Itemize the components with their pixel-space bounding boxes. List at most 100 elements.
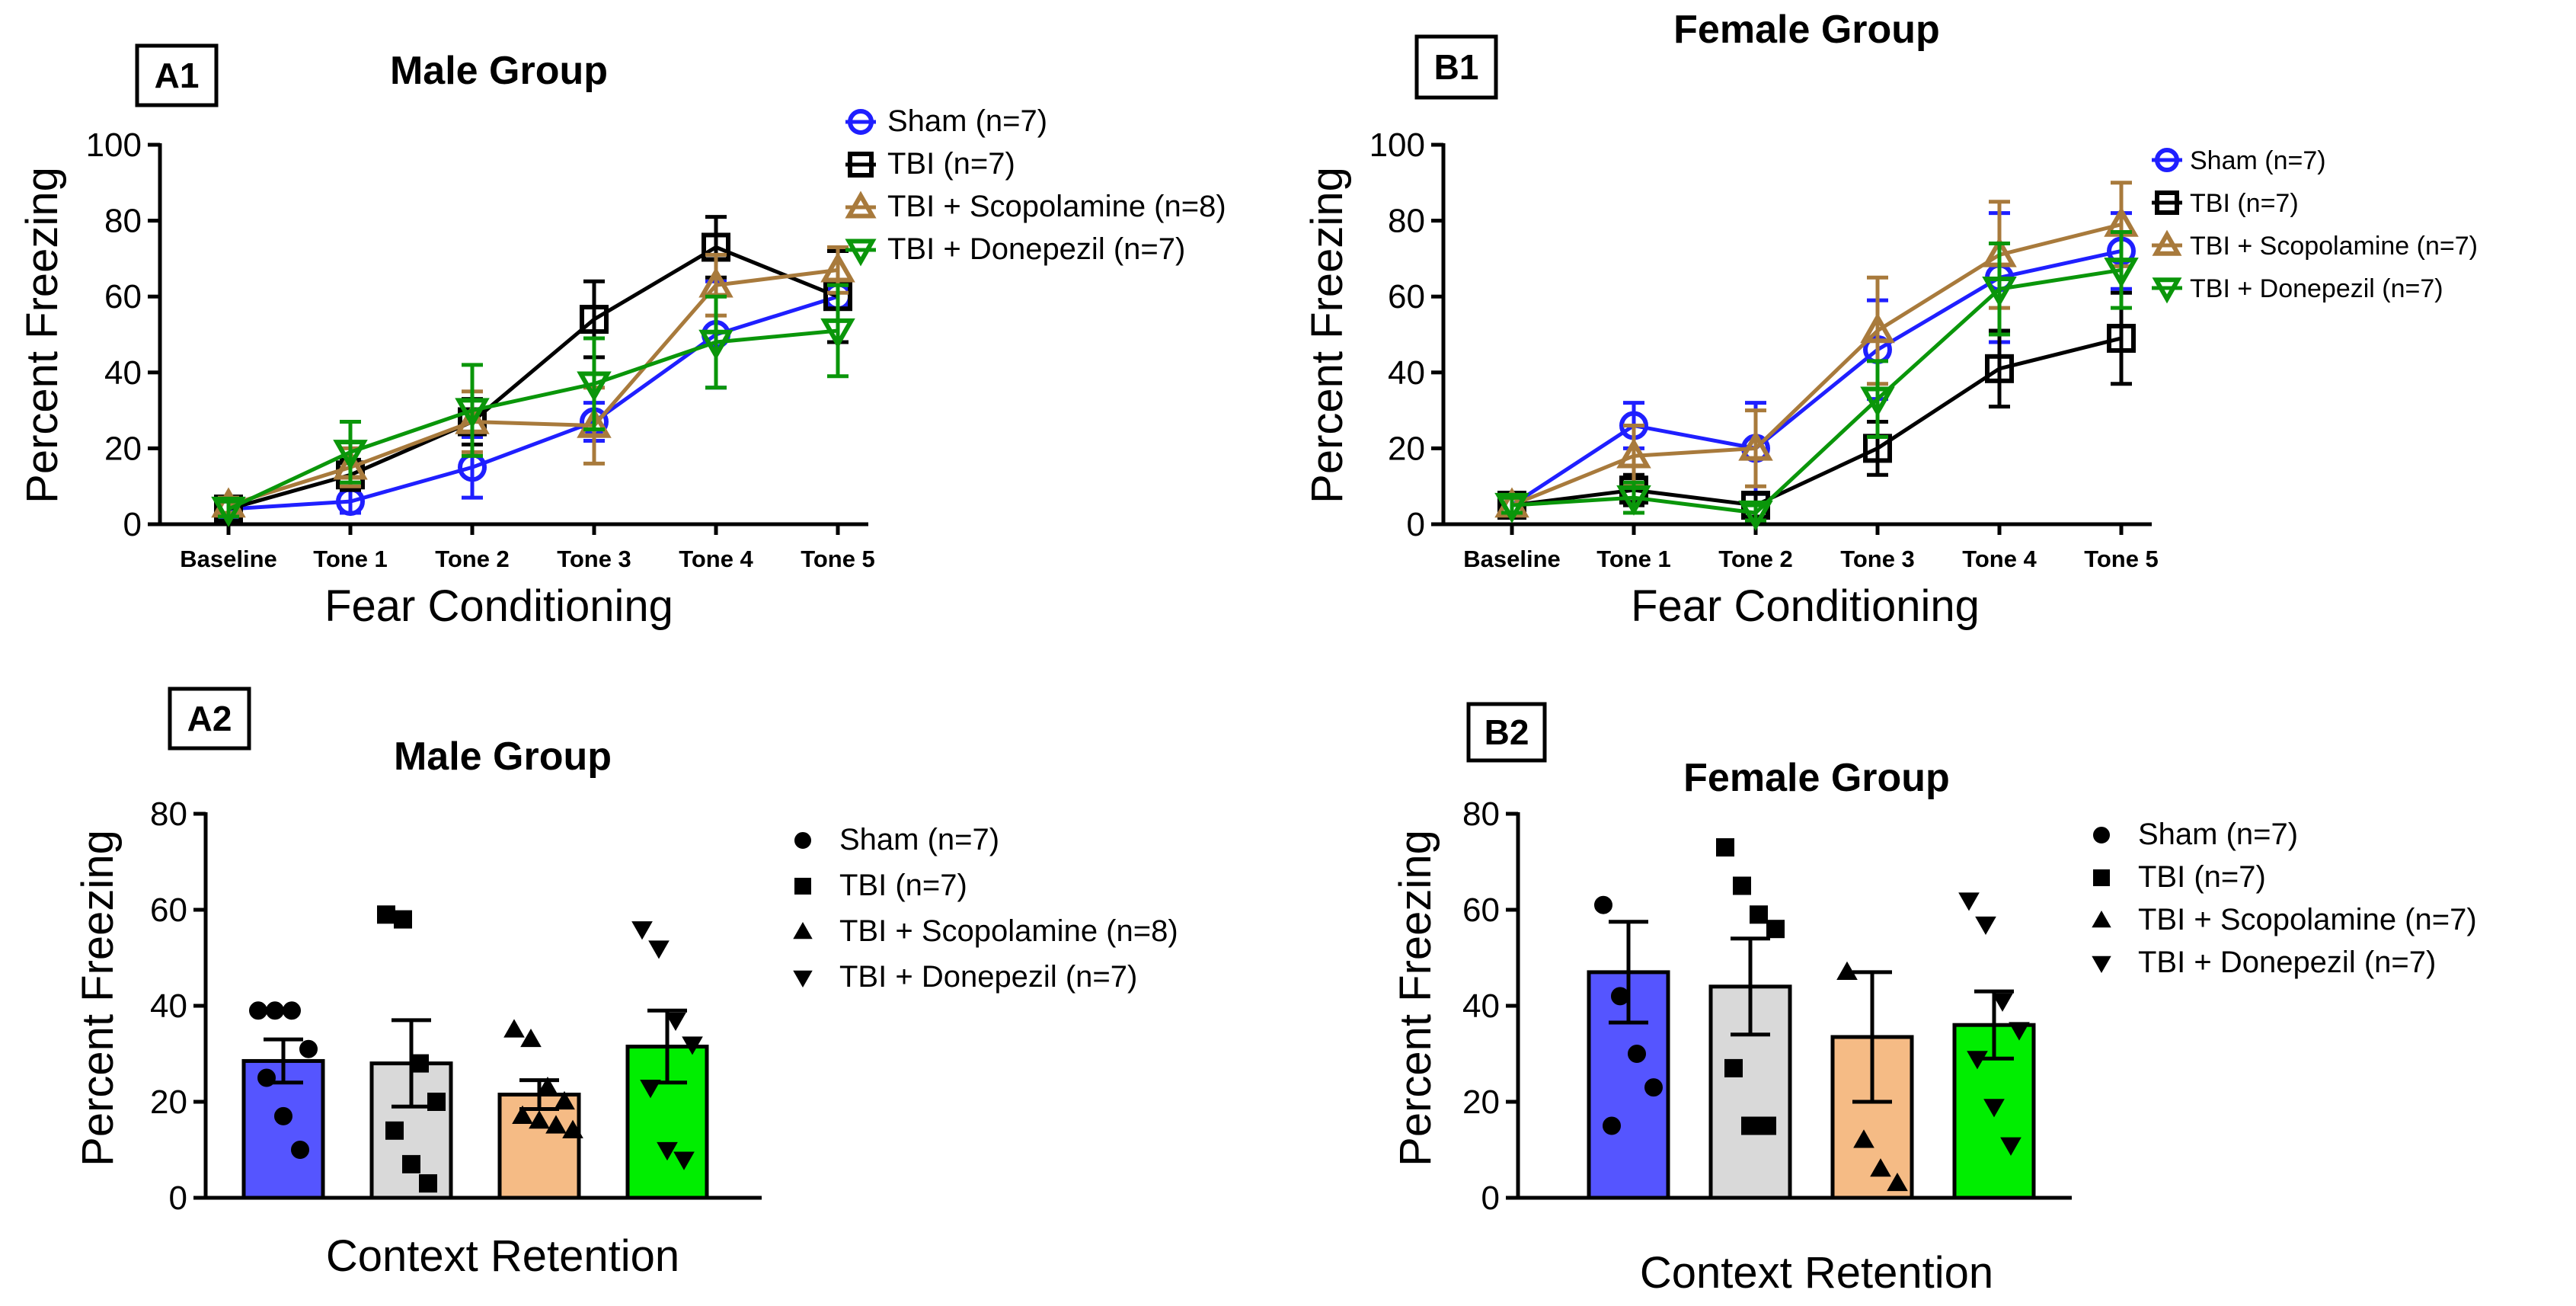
data-point	[249, 1001, 267, 1020]
y-tick-label: 80	[150, 795, 187, 833]
y-tick-label: 20	[150, 1084, 187, 1121]
data-point	[529, 1110, 550, 1129]
data-point	[1836, 961, 1858, 980]
data-point	[1738, 430, 1773, 461]
legend-marker	[2093, 827, 2110, 843]
y-axis-title: Percent Freezing	[73, 830, 123, 1167]
data-point	[1750, 905, 1768, 924]
legend-item-tbi-donepezil-n-7: TBI + Donepezil (n=7)	[793, 960, 1137, 994]
legend: Sham (n=7) TBI (n=7) TBI + Scopolamine (n=…	[845, 104, 1226, 267]
data-point	[631, 921, 653, 940]
legend: Sham (n=7) TBI (n=7) TBI + Scopolamine (n=…	[2152, 146, 2478, 304]
bar-group-tbi-n-7	[1708, 838, 1792, 1200]
data-point	[2104, 258, 2139, 288]
y-tick-label: 80	[1462, 795, 1500, 833]
data-point	[1738, 500, 1773, 531]
y-tick-label: 100	[1369, 126, 1425, 164]
panel-label: A1	[155, 56, 200, 95]
x-axis-title: Context Retention	[1640, 1248, 1993, 1298]
legend-item-tbi-scopolamine-n-8: TBI + Scopolamine (n=8)	[793, 914, 1178, 948]
legend: Sham (n=7) TBI (n=7) TBI + Scopolamine (n=…	[2092, 818, 2477, 979]
data-point	[1870, 1158, 1891, 1177]
legend-item-tbi-donepezil-n-7: TBI + Donepezil (n=7)	[845, 232, 1185, 267]
legend-item-sham-n-7: Sham (n=7)	[794, 823, 999, 856]
data-point	[1733, 876, 1751, 895]
data-point	[512, 1105, 533, 1124]
x-tick-label: Tone 1	[313, 546, 388, 572]
y-axis-title: Percent Freezing	[1391, 830, 1440, 1167]
data-point	[1766, 920, 1785, 939]
data-point	[1860, 312, 1895, 344]
panel-label-box	[135, 43, 219, 107]
data-point	[657, 1141, 678, 1161]
data-point	[537, 1076, 558, 1096]
y-axis-title: Percent Freezing	[18, 167, 67, 504]
bar-group-sham-n-7	[1587, 895, 1670, 1200]
panel-label-box	[1466, 702, 1547, 763]
legend-item-sham-n-7: Sham (n=7)	[845, 104, 1047, 138]
series-tbi-n-7	[1497, 290, 2136, 520]
legend-item-tbi-scopolamine-n-7: TBI + Scopolamine (n=7)	[2092, 903, 2477, 936]
legend-label: TBI (n=7)	[2138, 860, 2266, 894]
x-tick-label: Tone 5	[2084, 546, 2159, 572]
data-point	[1628, 1045, 1646, 1063]
data-point	[545, 1115, 567, 1134]
data-point	[257, 1068, 276, 1087]
y-tick-label: 40	[104, 354, 142, 392]
bar-group-tbi-donepezil-n-7	[1952, 892, 2036, 1200]
series-line	[1510, 248, 2122, 507]
data-point	[427, 1093, 446, 1111]
data-point	[385, 1121, 404, 1140]
panel-label-box	[168, 687, 251, 751]
data-point	[333, 440, 368, 471]
x-tick-label: Tone 3	[557, 546, 631, 572]
data-point	[2107, 323, 2136, 353]
series-line	[1511, 267, 2122, 515]
data-point	[1716, 838, 1734, 857]
legend-item-tbi-n-7: TBI (n=7)	[794, 869, 967, 902]
x-axis-title: Fear Conditioning	[324, 581, 673, 631]
data-point	[1594, 895, 1612, 914]
data-point	[665, 1012, 686, 1032]
data-point	[580, 305, 609, 335]
series-tbi-donepezil-n-7	[211, 283, 855, 527]
x-axis-title: Fear Conditioning	[1631, 581, 1980, 631]
data-point	[503, 1019, 525, 1038]
data-point	[377, 905, 395, 924]
data-point	[455, 398, 490, 429]
chart-title: Male Group	[394, 735, 612, 779]
x-tick-label: Baseline	[180, 546, 277, 572]
legend-label: TBI + Donepezil (n=7)	[2138, 946, 2436, 979]
data-point	[299, 1039, 318, 1058]
legend-label: Sham (n=7)	[2138, 818, 2298, 851]
y-tick-label: 80	[1388, 203, 1425, 240]
legend-label: TBI (n=7)	[839, 869, 967, 902]
y-tick-label: 0	[1481, 1180, 1500, 1217]
y-tick-label: 20	[1388, 430, 1425, 467]
data-point	[520, 1028, 542, 1048]
data-point	[1603, 1116, 1621, 1135]
y-tick-label: 20	[104, 430, 142, 467]
bar-group-tbi-donepezil-n-7	[625, 921, 709, 1200]
data-point	[1967, 1051, 1988, 1070]
legend-marker	[2092, 955, 2111, 974]
data-point	[1758, 1116, 1776, 1135]
chart-b1: B1 Female Group 0 20 40 60 80 100 Fear Condition…	[1302, 8, 2478, 631]
chart-a1: A1 Male Group 0 20 40 60 80 100 Fear Conditionin…	[18, 43, 1226, 631]
data-point	[1724, 1058, 1743, 1077]
x-tick-label: Tone 2	[1718, 546, 1793, 572]
legend-item-tbi-donepezil-n-7: TBI + Donepezil (n=7)	[2092, 946, 2436, 979]
data-point	[1853, 1129, 1874, 1148]
series-tbi-donepezil-n-7	[1494, 230, 2139, 531]
legend-marker	[2093, 869, 2110, 886]
legend-item-tbi-n-7: TBI (n=7)	[845, 147, 1015, 181]
legend-marker	[2155, 148, 2179, 172]
legend-marker	[845, 238, 877, 267]
series-tbi-scopolamine-n-8	[211, 245, 855, 518]
legend-marker	[848, 109, 874, 135]
data-point	[698, 329, 733, 360]
series-tbi-scopolamine-n-7	[1494, 181, 2139, 518]
data-point	[648, 940, 670, 959]
legend-label: TBI + Scopolamine (n=8)	[887, 190, 1226, 223]
legend-marker	[793, 970, 813, 988]
